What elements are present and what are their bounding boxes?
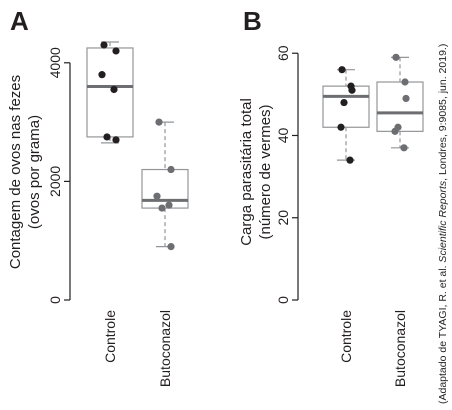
panel-b-data-point — [338, 66, 346, 74]
panel-b-marks — [322, 53, 424, 164]
panel-b-category-label: Butoconazol — [392, 310, 408, 387]
panel-b-data-point — [337, 123, 345, 131]
panel-a-data-point — [165, 201, 173, 209]
panel-b-y-tick-label: 20 — [275, 210, 291, 226]
panel-b-data-point — [392, 53, 400, 61]
panel-a-data-point — [98, 71, 106, 79]
panel-a-ylabel-line1: Contagem de ovos nas fezes — [7, 75, 24, 269]
panel-a-categories: Controle Butoconazol — [102, 310, 173, 387]
panel-b-data-point — [400, 144, 408, 152]
panel-a-data-point — [110, 85, 118, 94]
panel-b-category-label: Controle — [338, 310, 354, 363]
credit-prefix: (Adaptado de TYAGI, R. et al. — [437, 263, 449, 404]
panel-b-ylabel-line2: (número de vermes) — [257, 104, 274, 239]
panel-b-y-tick-label: 40 — [275, 127, 291, 143]
panel-b-data-point — [348, 86, 356, 94]
panel-a-ylabel-line2: (ovos por grama) — [26, 115, 43, 229]
panel-a-data-point — [112, 136, 120, 144]
panel-a-data-point — [153, 192, 161, 200]
panel-a-y-tick-label: 4000 — [47, 47, 63, 78]
panel-b-y-axis: 0 20 40 60 — [275, 45, 299, 304]
panel-a-y-tick-label: 0 — [47, 296, 63, 304]
panel-b-data-point — [401, 78, 409, 86]
panel-a-box — [86, 47, 134, 138]
panel-a-data-point — [167, 165, 175, 174]
panel-a-letter: A — [10, 6, 29, 36]
panel-b-data-point — [340, 98, 348, 107]
panel-b-data-point — [346, 156, 354, 164]
panel-a: A Contagem de ovos nas fezes (ovos por g… — [7, 6, 189, 387]
panel-a-box — [141, 168, 189, 209]
panel-b-y-tick-label: 60 — [275, 45, 291, 61]
panel-b-box — [376, 81, 424, 132]
credit-journal: Scientific Reports — [437, 180, 449, 262]
panel-b-box — [322, 85, 370, 128]
panel-a-category-label: Butoconazol — [157, 310, 173, 387]
panel-a-data-point — [155, 118, 163, 126]
panel-a-data-point — [167, 243, 175, 251]
panel-b-ylabel-line1: Carga parasitária total — [238, 98, 255, 246]
panel-a-marks — [86, 41, 189, 251]
panel-b-data-point — [402, 94, 410, 103]
panel-a-data-point — [158, 204, 166, 212]
panel-a-y-tick-label: 2000 — [47, 166, 63, 197]
panel-a-data-point — [112, 47, 120, 55]
panel-a-data-point — [100, 41, 108, 49]
panel-b: B Carga parasitária total (número de ver… — [238, 6, 424, 387]
panel-a-y-axis: 0 2000 4000 — [47, 47, 71, 304]
panel-a-category-label: Controle — [102, 310, 118, 363]
credit-suffix: , Londres, 9:9085, jun. 2019.) — [437, 44, 449, 181]
panel-a-data-point — [103, 133, 111, 141]
panel-b-data-point — [391, 127, 399, 135]
panel-b-y-tick-label: 0 — [275, 296, 291, 304]
panel-b-letter: B — [243, 6, 262, 36]
panel-b-categories: Controle Butoconazol — [338, 310, 408, 387]
source-credit: (Adaptado de TYAGI, R. et al. Scientific… — [437, 44, 449, 404]
